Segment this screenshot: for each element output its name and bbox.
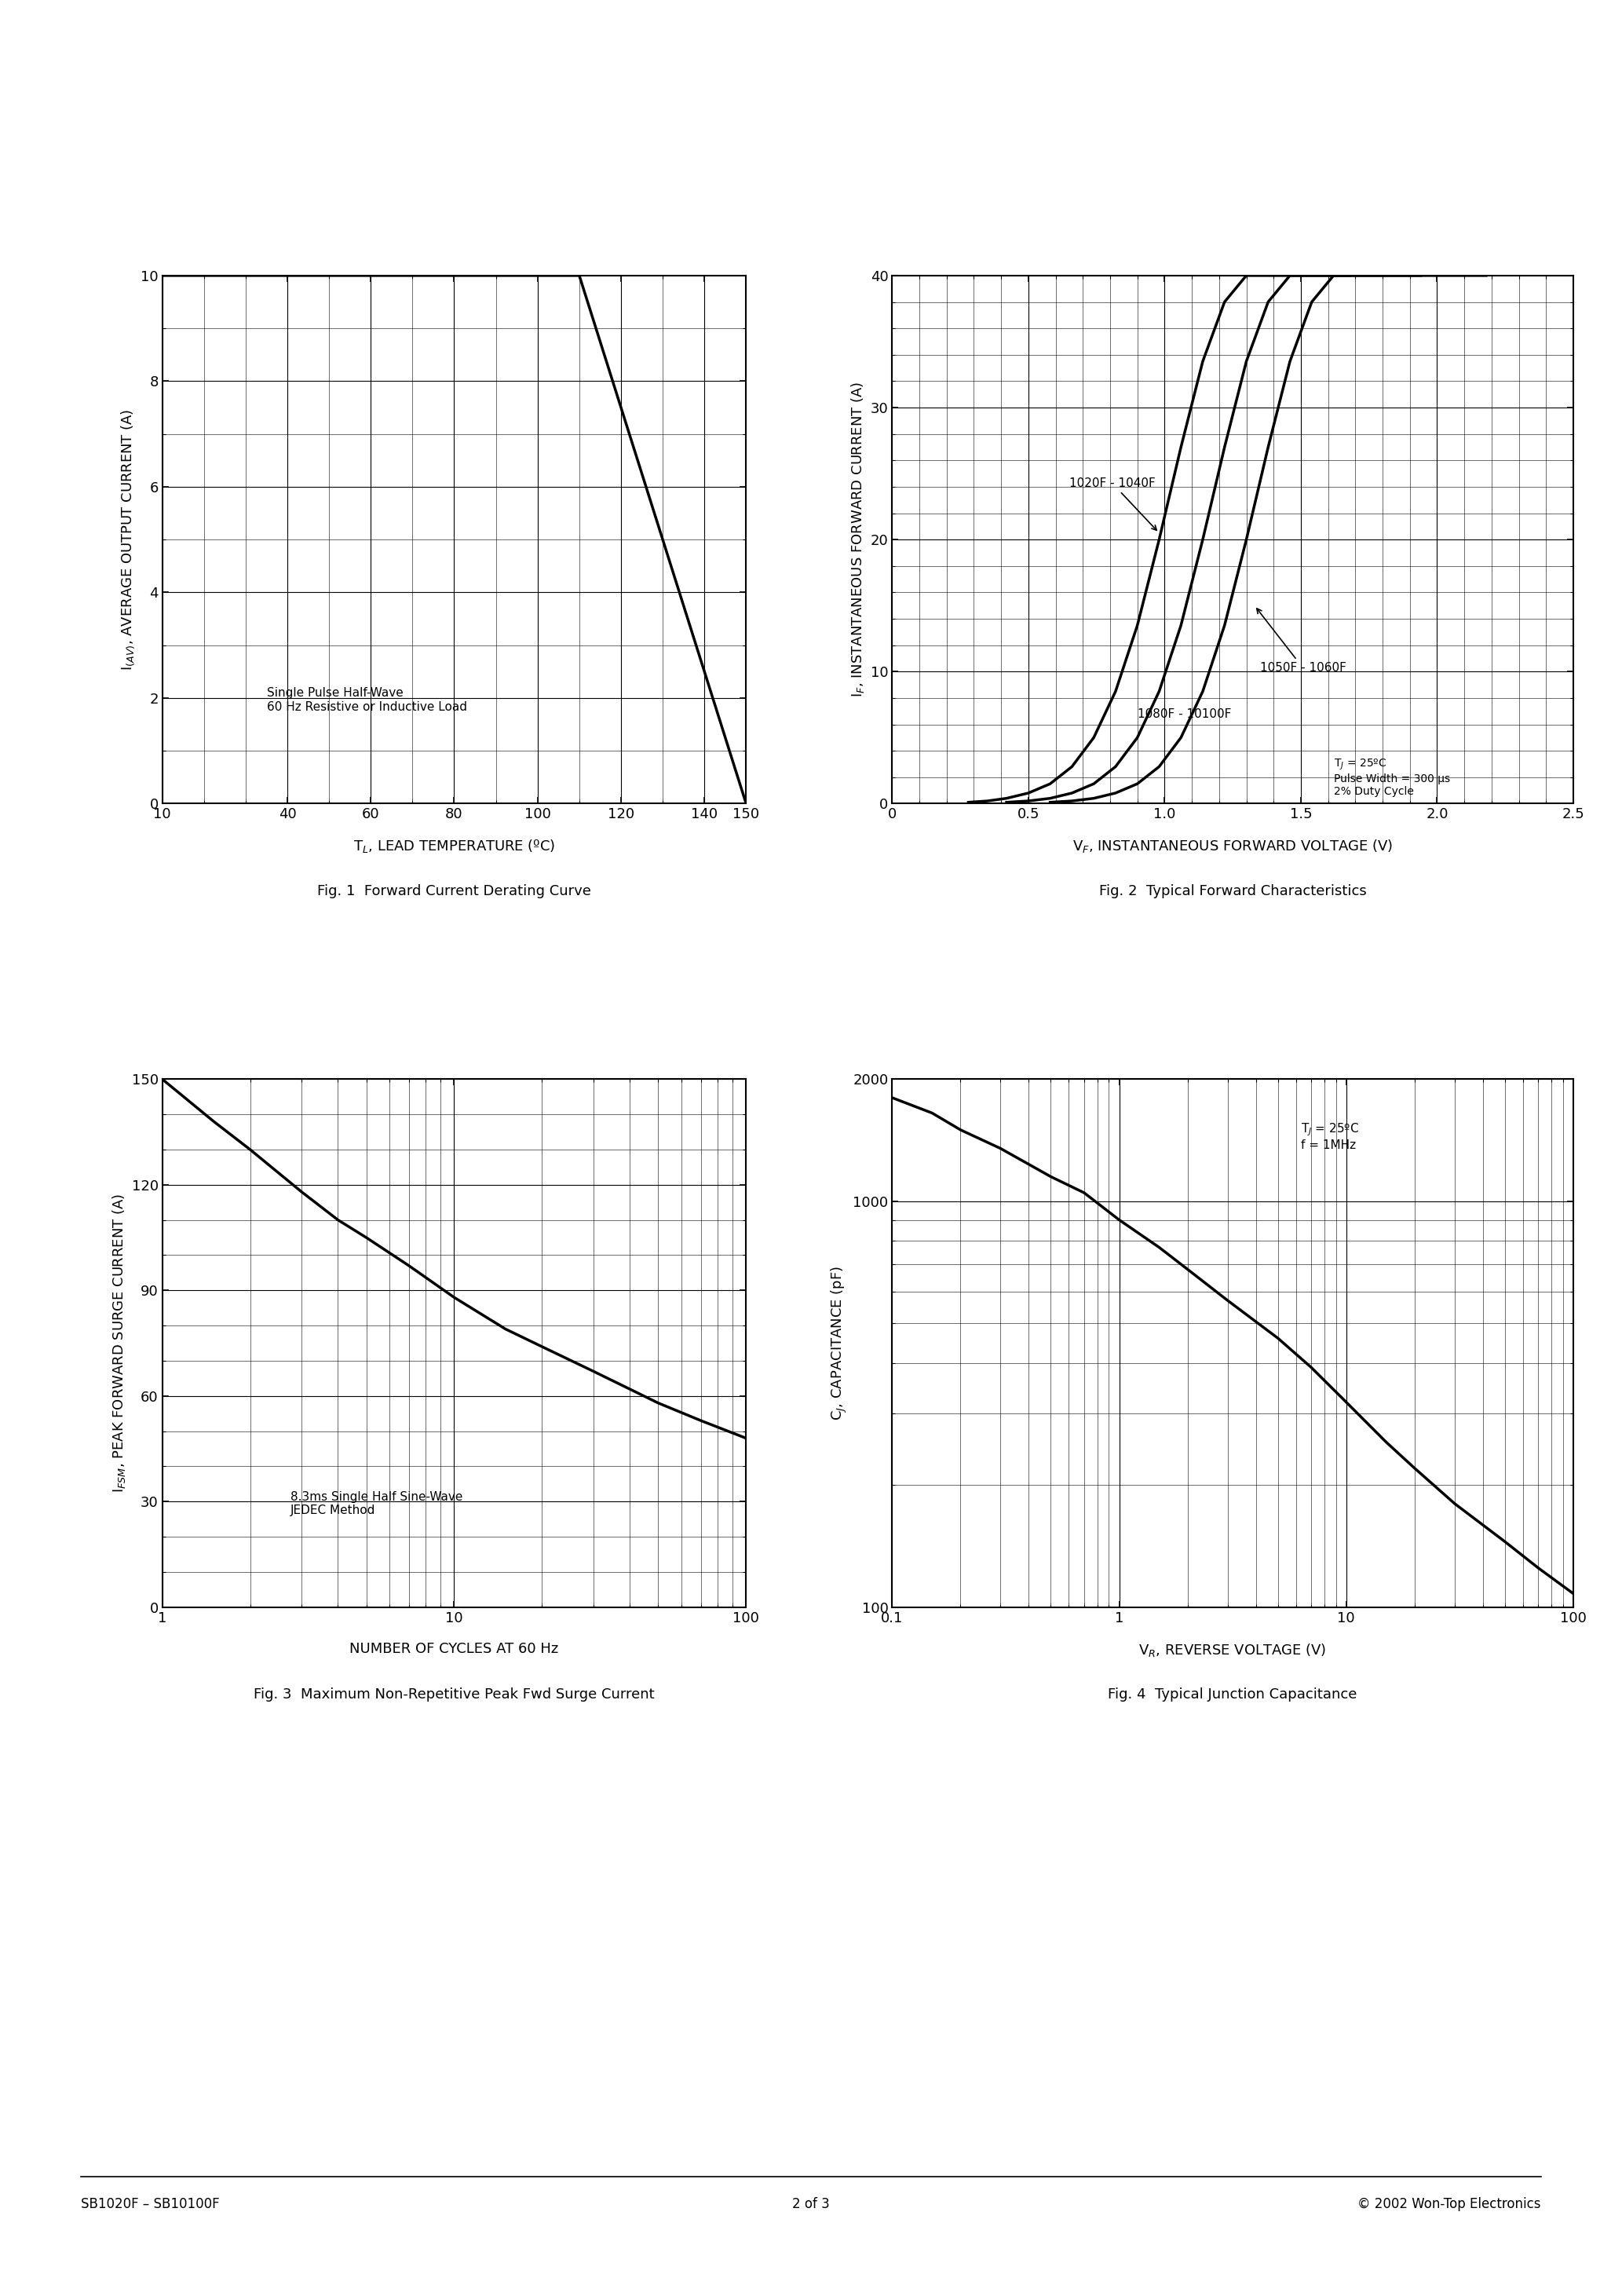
- Text: T$_L$, LEAD TEMPERATURE (ºC): T$_L$, LEAD TEMPERATURE (ºC): [354, 838, 555, 854]
- Text: 1050F - 1060F: 1050F - 1060F: [1257, 608, 1346, 675]
- Text: Fig. 4  Typical Junction Capacitance: Fig. 4 Typical Junction Capacitance: [1108, 1688, 1358, 1701]
- Text: © 2002 Won-Top Electronics: © 2002 Won-Top Electronics: [1358, 2197, 1541, 2211]
- Text: Fig. 3  Maximum Non-Repetitive Peak Fwd Surge Current: Fig. 3 Maximum Non-Repetitive Peak Fwd S…: [253, 1688, 655, 1701]
- Text: 2 of 3: 2 of 3: [792, 2197, 830, 2211]
- Text: 1080F - 10100F: 1080F - 10100F: [1137, 709, 1231, 721]
- Text: Single Pulse Half-Wave
60 Hz Resistive or Inductive Load: Single Pulse Half-Wave 60 Hz Resistive o…: [268, 687, 467, 712]
- Text: T$_J$ = 25ºC
Pulse Width = 300 μs
2% Duty Cycle: T$_J$ = 25ºC Pulse Width = 300 μs 2% Dut…: [1333, 758, 1450, 797]
- Text: T$_J$ = 25ºC
f = 1MHz: T$_J$ = 25ºC f = 1MHz: [1301, 1120, 1359, 1150]
- Text: NUMBER OF CYCLES AT 60 Hz: NUMBER OF CYCLES AT 60 Hz: [350, 1642, 558, 1655]
- Text: 1020F - 1040F: 1020F - 1040F: [1069, 478, 1156, 530]
- Y-axis label: I$_{(AV)}$, AVERAGE OUTPUT CURRENT (A): I$_{(AV)}$, AVERAGE OUTPUT CURRENT (A): [120, 409, 136, 670]
- Y-axis label: I$_{FSM}$, PEAK FORWARD SURGE CURRENT (A): I$_{FSM}$, PEAK FORWARD SURGE CURRENT (A…: [110, 1194, 127, 1492]
- Text: SB1020F – SB10100F: SB1020F – SB10100F: [81, 2197, 219, 2211]
- Y-axis label: C$_J$, CAPACITANCE (pF): C$_J$, CAPACITANCE (pF): [829, 1265, 848, 1421]
- Text: V$_R$, REVERSE VOLTAGE (V): V$_R$, REVERSE VOLTAGE (V): [1139, 1642, 1327, 1658]
- Text: V$_F$, INSTANTANEOUS FORWARD VOLTAGE (V): V$_F$, INSTANTANEOUS FORWARD VOLTAGE (V): [1072, 838, 1393, 854]
- Text: 8.3ms Single Half Sine-Wave
JEDEC Method: 8.3ms Single Half Sine-Wave JEDEC Method: [290, 1490, 462, 1515]
- Y-axis label: I$_F$, INSTANTANEOUS FORWARD CURRENT (A): I$_F$, INSTANTANEOUS FORWARD CURRENT (A): [850, 381, 866, 698]
- Text: Fig. 2  Typical Forward Characteristics: Fig. 2 Typical Forward Characteristics: [1100, 884, 1366, 898]
- Text: Fig. 1  Forward Current Derating Curve: Fig. 1 Forward Current Derating Curve: [318, 884, 590, 898]
